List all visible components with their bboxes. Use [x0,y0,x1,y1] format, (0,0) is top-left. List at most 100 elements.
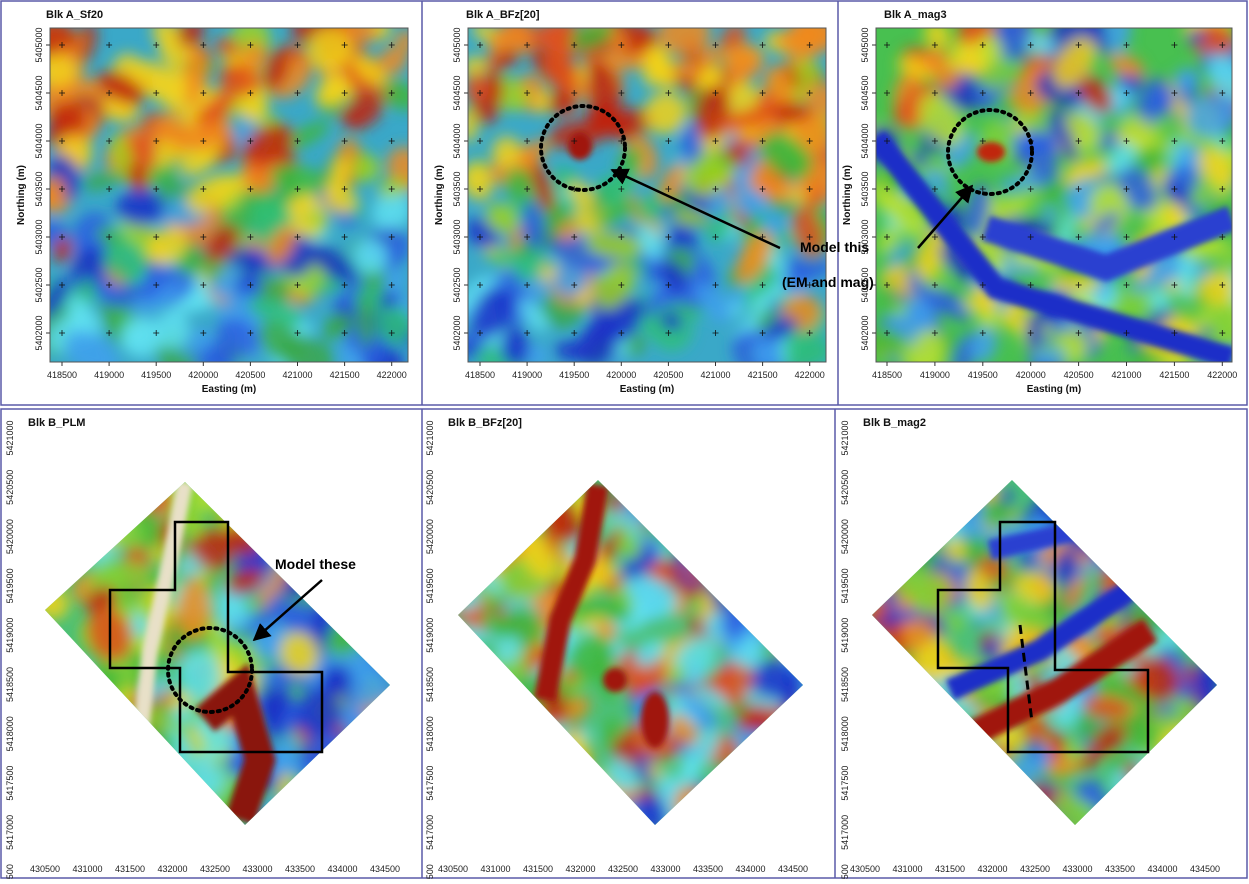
map-blob [633,485,659,513]
map-blob [500,749,536,778]
map-blob [897,754,930,806]
map-blob [955,465,998,503]
panel-title: Blk B_PLM [28,417,85,429]
map-blob [332,768,372,793]
y-tick-label: 5420500 [425,470,435,505]
y-tick-label: 5419500 [5,568,15,603]
map-blob [767,470,798,508]
map-blob [1174,776,1190,814]
map-blob [438,703,500,761]
map-blob [708,802,752,839]
y-tick-label: 5402500 [860,267,870,302]
map-blob [353,563,399,622]
map-blob [935,470,971,509]
map-blob [367,518,402,568]
map-image [844,456,1242,847]
map-blob [467,690,504,728]
map-blob [861,681,921,739]
map-blob [100,787,127,834]
map-blob [885,681,905,703]
map-blob [859,463,919,514]
y-tick-label: 5418000 [5,716,15,751]
map-blob [502,755,548,805]
map-blob [733,809,772,834]
map-blob [46,692,67,715]
map-blob [69,778,117,818]
map-texture [24,461,414,854]
map-blob [896,484,928,515]
map-blob [953,746,1000,785]
x-axis-title: Easting (m) [202,384,256,395]
map-blob [666,476,698,501]
map-blob [493,770,535,816]
map-blob [969,750,1010,785]
y-tick-label: 5418000 [425,716,435,751]
map-blob [96,763,151,808]
map-blob [43,488,72,527]
map-blob [1081,512,1129,537]
x-tick-label: 433500 [285,864,315,874]
y-tick-label: 5402000 [860,315,870,350]
map-blob [249,476,292,520]
x-tick-label: 433000 [650,864,680,874]
map-blob [314,494,352,531]
map-blob [869,670,895,714]
map-blob [259,474,294,511]
map-blob [362,522,387,559]
map-blob [1119,469,1174,500]
map-blob [910,778,943,816]
y-tick-label: 5404000 [860,123,870,158]
map-blob [329,515,375,547]
map-blob [1170,729,1220,768]
x-tick-label: 418500 [465,370,495,380]
map-blob [268,511,294,550]
map-blob [559,805,583,844]
map-blob [33,685,96,746]
map-blob [736,495,764,536]
map-blob [505,762,524,789]
map-blob [321,566,376,629]
map-blob [915,712,966,763]
map-blob [482,709,516,754]
map-blob [643,461,705,523]
map-blob [507,735,548,791]
map-blob [304,802,337,832]
map-blob [674,509,723,558]
map-blob [866,501,916,549]
x-tick-label: 420500 [1064,370,1094,380]
map-blob [55,475,119,515]
map-blob [236,461,298,510]
map-image [24,461,414,854]
map-blob [910,515,937,557]
map-blob [688,469,719,503]
map-blob [52,713,86,762]
map-image [446,9,851,389]
map-blob [739,757,785,809]
map-blob [499,784,551,827]
x-axis-title: Easting (m) [1027,384,1081,395]
x-tick-label: 419000 [512,370,542,380]
map-blob [721,765,754,805]
map-blob [736,542,788,591]
map-blob [1143,562,1182,608]
map-blob [899,521,929,566]
map-blob [486,752,522,795]
map-blob [500,738,554,790]
x-tick-label: 420000 [188,370,218,380]
x-tick-label: 419500 [968,370,998,380]
map-blob [72,749,97,807]
map-blob [758,613,796,640]
map-blob [757,467,801,504]
map-blob [354,507,414,567]
map-blob [64,740,115,795]
map-blob [93,717,132,751]
map-blob [1153,517,1217,570]
x-tick-label: 430500 [30,864,60,874]
map-blob [773,511,820,566]
y-tick-label: 5416500 [840,864,850,879]
x-tick-label: 420500 [235,370,265,380]
map-blob [46,678,85,716]
map-blob [122,793,158,837]
map-blob [52,492,86,515]
map-blob [502,502,526,523]
